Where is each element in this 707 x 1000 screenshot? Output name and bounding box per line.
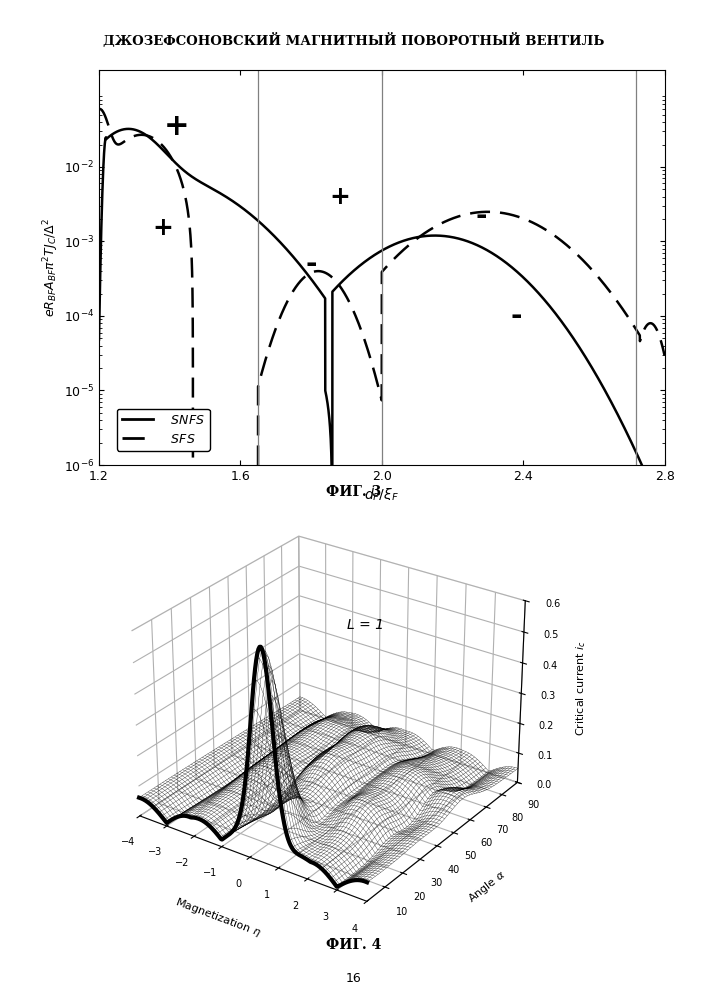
Text: ФИГ. 3: ФИГ. 3 (326, 485, 381, 499)
Text: +: + (164, 112, 189, 141)
SFS (660, 350, 669, 362)
SFS (517, 212, 525, 224)
SNFS (311, 279, 320, 291)
SNFS (517, 270, 525, 282)
Text: -: - (475, 202, 486, 230)
Text: L = 1: L = 1 (346, 618, 384, 632)
Text: 16: 16 (346, 972, 361, 984)
SNFS (197, 177, 206, 189)
SNFS (560, 319, 568, 331)
Text: ДЖОЗЕФСОНОВСКИЙ МАГНИТНЫЙ ПОВОРОТНЫЙ ВЕНТИЛЬ: ДЖОЗЕФСОНОВСКИЙ МАГНИТНЫЙ ПОВОРОТНЫЙ ВЕН… (103, 33, 604, 48)
SFS (434, 219, 443, 231)
Text: -: - (305, 250, 317, 278)
X-axis label: $d_F/\xi_F$: $d_F/\xi_F$ (364, 486, 399, 504)
SNFS (434, 230, 443, 242)
SFS (95, 103, 104, 115)
SFS (463, 208, 472, 220)
Y-axis label: Angle $\alpha$: Angle $\alpha$ (465, 867, 509, 906)
Text: +: + (152, 216, 173, 240)
SNFS (660, 512, 669, 524)
Legend:   $\it{SNFS}$,   $\it{SFS}$: $\it{SNFS}$, $\it{SFS}$ (117, 409, 210, 451)
SFS (95, 103, 103, 115)
Y-axis label: $eR_{BF}A_{BF}\pi^2TJ_C/\Delta^2$: $eR_{BF}A_{BF}\pi^2TJ_C/\Delta^2$ (42, 218, 61, 317)
Text: +: + (329, 185, 350, 209)
Text: -: - (510, 302, 522, 330)
X-axis label: 
Magnetization $\eta$: Magnetization $\eta$ (173, 884, 267, 940)
Text: ФИГ. 4: ФИГ. 4 (326, 938, 381, 952)
Line: SFS: SFS (99, 109, 665, 614)
SNFS (463, 235, 472, 247)
SFS (189, 608, 197, 620)
SFS (560, 237, 568, 249)
SNFS (95, 334, 103, 346)
SFS (198, 608, 206, 620)
SNFS (328, 597, 337, 609)
SFS (311, 265, 320, 277)
Line: SNFS: SNFS (99, 129, 665, 603)
SNFS (124, 123, 133, 135)
